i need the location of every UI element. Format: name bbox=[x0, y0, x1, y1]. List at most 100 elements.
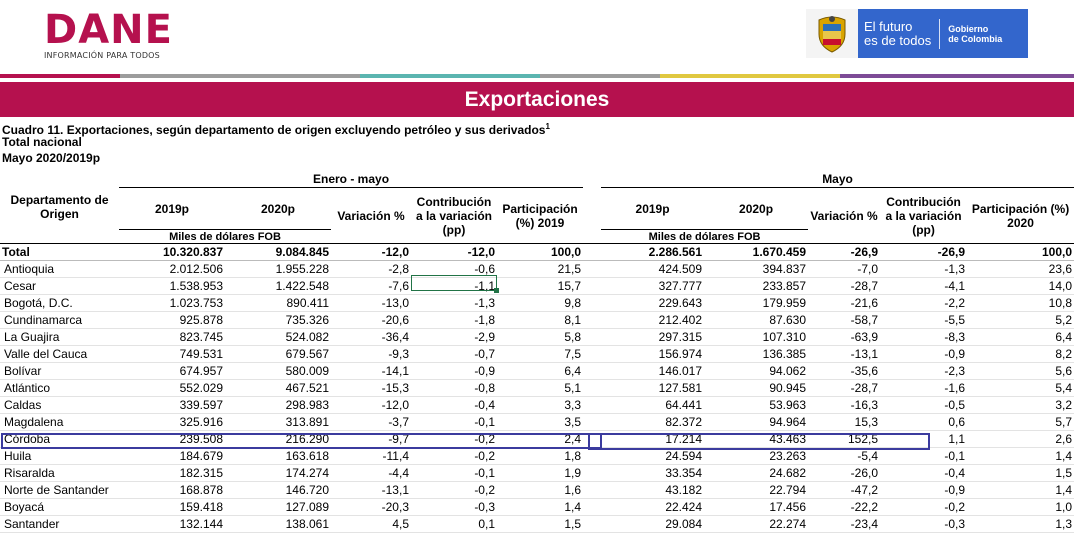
value-cell[interactable]: 15,7 bbox=[497, 277, 584, 295]
value-cell[interactable]: -0,9 bbox=[411, 362, 497, 380]
value-cell[interactable]: -47,2 bbox=[808, 481, 881, 499]
value-cell[interactable]: 2,4 bbox=[497, 430, 584, 448]
value-cell[interactable]: 10.320.837 bbox=[119, 243, 225, 261]
value-cell[interactable]: 7,5 bbox=[497, 345, 584, 363]
value-cell[interactable]: 10,8 bbox=[967, 294, 1074, 312]
value-cell[interactable]: 156.974 bbox=[601, 345, 705, 363]
value-cell[interactable]: -13,0 bbox=[331, 294, 411, 312]
dept-name-cell[interactable]: Valle del Cauca bbox=[0, 345, 119, 363]
value-cell[interactable]: -20,6 bbox=[331, 311, 411, 329]
value-cell[interactable]: 2.286.561 bbox=[601, 243, 705, 261]
value-cell[interactable]: 1.955.228 bbox=[225, 260, 331, 278]
gobierno-logo[interactable]: El futuro es de todos Gobierno de Colomb… bbox=[806, 9, 1028, 58]
value-cell[interactable]: 5,7 bbox=[967, 413, 1074, 431]
value-cell[interactable]: 163.618 bbox=[225, 447, 331, 465]
value-cell[interactable]: -0,4 bbox=[880, 464, 968, 482]
value-cell[interactable]: 184.679 bbox=[119, 447, 225, 465]
value-cell[interactable]: -0,2 bbox=[411, 430, 497, 448]
value-cell[interactable]: 15,3 bbox=[808, 413, 881, 431]
value-cell[interactable]: 4,5 bbox=[331, 515, 411, 533]
dept-name-cell[interactable]: Risaralda bbox=[0, 464, 119, 482]
value-cell[interactable]: 6,4 bbox=[497, 362, 584, 380]
value-cell[interactable]: -4,4 bbox=[331, 464, 411, 482]
value-cell[interactable]: -23,4 bbox=[808, 515, 881, 533]
value-cell[interactable]: 890.411 bbox=[225, 294, 331, 312]
value-cell[interactable]: 100,0 bbox=[967, 243, 1074, 261]
dept-name-cell[interactable]: Atlántico bbox=[0, 379, 119, 397]
value-cell[interactable]: 64.441 bbox=[601, 396, 705, 414]
value-cell[interactable]: 9.084.845 bbox=[225, 243, 331, 261]
value-cell[interactable]: 17.214 bbox=[601, 430, 705, 448]
value-cell[interactable]: 90.945 bbox=[704, 379, 809, 397]
value-cell[interactable]: -13,1 bbox=[331, 481, 411, 499]
value-cell[interactable]: -1,6 bbox=[880, 379, 968, 397]
value-cell[interactable]: 394.837 bbox=[704, 260, 809, 278]
value-cell[interactable]: -26,9 bbox=[880, 243, 968, 261]
dept-name-cell[interactable]: Norte de Santander bbox=[0, 481, 119, 499]
value-cell[interactable]: -9,3 bbox=[331, 345, 411, 363]
value-cell[interactable]: -58,7 bbox=[808, 311, 881, 329]
value-cell[interactable]: 233.857 bbox=[704, 277, 809, 295]
value-cell[interactable]: -13,1 bbox=[808, 345, 881, 363]
value-cell[interactable]: -2,9 bbox=[411, 328, 497, 346]
value-cell[interactable]: -7,6 bbox=[331, 277, 411, 295]
value-cell[interactable]: -36,4 bbox=[331, 328, 411, 346]
value-cell[interactable]: 82.372 bbox=[601, 413, 705, 431]
value-cell[interactable]: 152,5 bbox=[808, 430, 881, 448]
value-cell[interactable]: 216.290 bbox=[225, 430, 331, 448]
value-cell[interactable]: 467.521 bbox=[225, 379, 331, 397]
value-cell[interactable]: 22.794 bbox=[704, 481, 809, 499]
dept-name-cell[interactable]: Caldas bbox=[0, 396, 119, 414]
dept-name-cell[interactable]: Magdalena bbox=[0, 413, 119, 431]
value-cell[interactable]: 339.597 bbox=[119, 396, 225, 414]
value-cell[interactable]: 22.424 bbox=[601, 498, 705, 516]
value-cell[interactable]: -5,4 bbox=[808, 447, 881, 465]
value-cell[interactable]: 524.082 bbox=[225, 328, 331, 346]
value-cell[interactable]: 24.682 bbox=[704, 464, 809, 482]
value-cell[interactable]: 138.061 bbox=[225, 515, 331, 533]
value-cell[interactable]: 674.957 bbox=[119, 362, 225, 380]
value-cell[interactable]: -28,7 bbox=[808, 379, 881, 397]
value-cell[interactable]: -12,0 bbox=[411, 243, 497, 261]
dept-name-cell[interactable]: La Guajira bbox=[0, 328, 119, 346]
value-cell[interactable]: 5,8 bbox=[497, 328, 584, 346]
value-cell[interactable]: -0,2 bbox=[411, 481, 497, 499]
value-cell[interactable]: -12,0 bbox=[331, 243, 411, 261]
value-cell[interactable]: 8,2 bbox=[967, 345, 1074, 363]
value-cell[interactable]: 298.983 bbox=[225, 396, 331, 414]
value-cell[interactable]: -63,9 bbox=[808, 328, 881, 346]
value-cell[interactable]: 1,5 bbox=[967, 464, 1074, 482]
value-cell[interactable]: 925.878 bbox=[119, 311, 225, 329]
value-cell[interactable]: 22.274 bbox=[704, 515, 809, 533]
value-cell[interactable]: -2,3 bbox=[880, 362, 968, 380]
value-cell[interactable]: 9,8 bbox=[497, 294, 584, 312]
value-cell[interactable]: 2.012.506 bbox=[119, 260, 225, 278]
value-cell[interactable]: -0,3 bbox=[880, 515, 968, 533]
dept-name-cell[interactable]: Bolívar bbox=[0, 362, 119, 380]
value-cell[interactable]: 424.509 bbox=[601, 260, 705, 278]
dept-name-cell[interactable]: Santander bbox=[0, 515, 119, 533]
value-cell[interactable]: -0,5 bbox=[880, 396, 968, 414]
value-cell[interactable]: 1.422.548 bbox=[225, 277, 331, 295]
value-cell[interactable]: 735.326 bbox=[225, 311, 331, 329]
value-cell[interactable]: 1,4 bbox=[967, 481, 1074, 499]
value-cell[interactable]: -0,4 bbox=[411, 396, 497, 414]
value-cell[interactable]: 1,1 bbox=[880, 430, 968, 448]
value-cell[interactable]: 179.959 bbox=[704, 294, 809, 312]
value-cell[interactable]: 8,1 bbox=[497, 311, 584, 329]
dept-name-cell[interactable]: Córdoba bbox=[0, 430, 119, 448]
value-cell[interactable]: 146.017 bbox=[601, 362, 705, 380]
value-cell[interactable]: 1,4 bbox=[967, 447, 1074, 465]
value-cell[interactable]: 23.263 bbox=[704, 447, 809, 465]
value-cell[interactable]: -1,3 bbox=[880, 260, 968, 278]
value-cell[interactable]: 94.062 bbox=[704, 362, 809, 380]
value-cell[interactable]: -16,3 bbox=[808, 396, 881, 414]
value-cell[interactable]: 3,3 bbox=[497, 396, 584, 414]
value-cell[interactable]: -26,0 bbox=[808, 464, 881, 482]
value-cell[interactable]: 823.745 bbox=[119, 328, 225, 346]
value-cell[interactable]: 24.594 bbox=[601, 447, 705, 465]
value-cell[interactable]: -0,9 bbox=[880, 481, 968, 499]
value-cell[interactable]: -0,9 bbox=[880, 345, 968, 363]
value-cell[interactable]: -28,7 bbox=[808, 277, 881, 295]
value-cell[interactable]: 1.023.753 bbox=[119, 294, 225, 312]
